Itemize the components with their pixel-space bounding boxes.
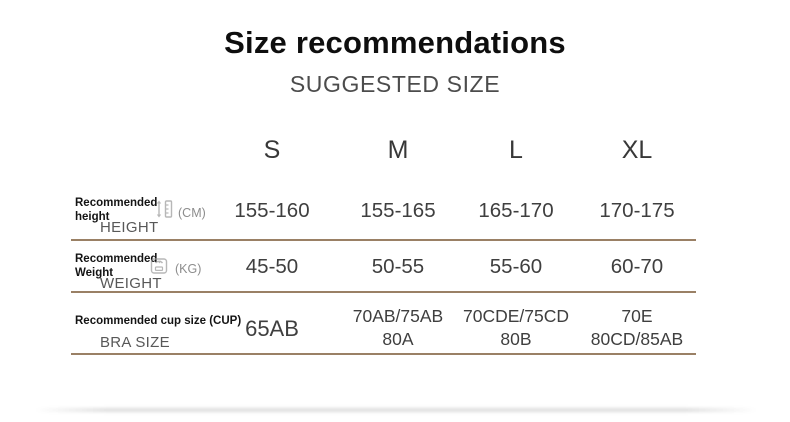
weight-unit-label: (KG): [175, 262, 202, 276]
page-title: Size recommendations: [224, 25, 566, 60]
row-divider: [71, 291, 696, 293]
cup-value-l: 70CDE/75CD 80B: [462, 306, 570, 349]
weight-value-m: 50-55: [371, 255, 425, 278]
cup-value-m: 70AB/75AB 80A: [352, 306, 444, 349]
weight-value-xl: 60-70: [610, 255, 664, 278]
row-label-weight: Recommended Weight: [75, 253, 158, 279]
height-value-s: 155-160: [234, 199, 310, 222]
page-subtitle: SUGGESTED SIZE: [289, 71, 501, 97]
height-ruler-icon: [156, 200, 173, 218]
row-label-cup-size: Recommended cup size (CUP): [75, 315, 242, 327]
row-sublabel-height: HEIGHT: [100, 219, 159, 236]
row-sublabel-weight: WEIGHT: [100, 275, 162, 292]
row-divider: [71, 353, 696, 355]
height-value-m: 155-165: [360, 199, 436, 222]
height-value-l: 165-170: [478, 199, 554, 222]
height-value-xl: 170-175: [599, 199, 675, 222]
weight-value-l: 55-60: [489, 255, 543, 278]
row-divider: [71, 239, 696, 241]
row-label-height: Recommended height: [75, 197, 158, 223]
column-header-xl: XL: [621, 136, 653, 164]
column-header-s: S: [263, 136, 281, 164]
column-header-l: L: [509, 136, 523, 164]
cup-value-xl: 70E 80CD/85AB: [590, 306, 684, 349]
column-header-m: M: [387, 136, 409, 164]
weight-value-s: 45-50: [245, 255, 299, 278]
cup-value-s: 65AB: [245, 315, 299, 341]
height-unit-label: (CM): [178, 206, 206, 220]
card-bottom-shadow: [35, 408, 757, 412]
weight-scale-icon: [150, 258, 168, 274]
row-sublabel-bra-size: BRA SIZE: [100, 334, 170, 351]
